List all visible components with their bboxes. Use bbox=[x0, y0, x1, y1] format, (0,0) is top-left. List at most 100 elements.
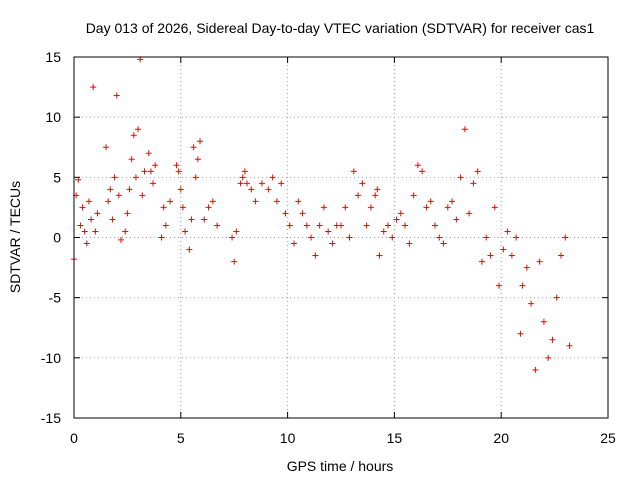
data-point bbox=[478, 258, 485, 265]
data-point bbox=[177, 186, 184, 193]
data-point bbox=[173, 162, 180, 169]
data-point bbox=[175, 168, 182, 175]
data-point bbox=[466, 210, 473, 217]
data-point bbox=[188, 216, 195, 223]
data-point bbox=[553, 294, 560, 301]
y-tick-label: 10 bbox=[45, 109, 61, 125]
data-point bbox=[440, 240, 447, 247]
data-point bbox=[558, 252, 565, 259]
y-tick-label: -5 bbox=[49, 290, 62, 306]
data-point bbox=[239, 174, 246, 181]
data-point bbox=[402, 222, 409, 229]
data-point bbox=[325, 228, 332, 235]
y-tick-label: -10 bbox=[41, 350, 61, 366]
data-point bbox=[201, 216, 208, 223]
data-point bbox=[182, 228, 189, 235]
data-point bbox=[346, 234, 353, 241]
data-point bbox=[147, 168, 154, 175]
y-tick-label: 15 bbox=[45, 49, 61, 65]
data-point bbox=[192, 174, 199, 181]
data-point bbox=[350, 168, 357, 175]
data-point bbox=[427, 198, 434, 205]
x-tick-label: 25 bbox=[600, 430, 616, 446]
data-point bbox=[124, 210, 131, 217]
data-point bbox=[244, 180, 251, 187]
data-point bbox=[229, 234, 236, 241]
data-point bbox=[111, 174, 118, 181]
y-axis-label: SDTVAR / TECUs bbox=[7, 181, 23, 293]
data-point bbox=[303, 222, 310, 229]
data-point bbox=[436, 234, 443, 241]
data-point bbox=[132, 174, 139, 181]
data-point bbox=[197, 138, 204, 145]
data-point bbox=[282, 210, 289, 217]
chart-title: Day 013 of 2026, Sidereal Day-to-day VTE… bbox=[86, 20, 595, 36]
data-point bbox=[258, 180, 265, 187]
data-point bbox=[214, 222, 221, 229]
data-point bbox=[291, 240, 298, 247]
data-point bbox=[103, 144, 110, 151]
data-point bbox=[363, 222, 370, 229]
data-point bbox=[241, 168, 248, 175]
data-point bbox=[367, 204, 374, 211]
data-point bbox=[449, 198, 456, 205]
data-point bbox=[470, 180, 477, 187]
data-point bbox=[205, 204, 212, 211]
data-point bbox=[83, 240, 90, 247]
data-point bbox=[513, 234, 520, 241]
x-tick-label: 10 bbox=[280, 430, 296, 446]
data-point bbox=[190, 144, 197, 151]
data-point bbox=[397, 210, 404, 217]
data-point bbox=[115, 192, 122, 199]
data-point bbox=[491, 204, 498, 211]
y-tick-label: -15 bbox=[41, 410, 61, 426]
data-point bbox=[94, 210, 101, 217]
data-point bbox=[536, 258, 543, 265]
data-point bbox=[162, 222, 169, 229]
data-point bbox=[410, 192, 417, 199]
data-point bbox=[519, 282, 526, 289]
data-point bbox=[105, 198, 112, 205]
data-point bbox=[139, 192, 146, 199]
data-point bbox=[194, 156, 201, 163]
data-point bbox=[122, 228, 129, 235]
data-point bbox=[508, 252, 515, 259]
data-point bbox=[265, 186, 272, 193]
data-point bbox=[152, 162, 159, 169]
data-point bbox=[252, 198, 259, 205]
data-point bbox=[359, 180, 366, 187]
data-point bbox=[295, 198, 302, 205]
data-point bbox=[461, 126, 468, 133]
data-point bbox=[113, 92, 120, 99]
y-tick-label: 0 bbox=[53, 230, 61, 246]
data-point bbox=[532, 366, 539, 373]
data-point bbox=[179, 204, 186, 211]
data-point bbox=[500, 246, 507, 253]
data-point bbox=[81, 228, 88, 235]
data-point bbox=[444, 204, 451, 211]
data-point bbox=[487, 252, 494, 259]
points-layer bbox=[71, 56, 573, 373]
data-point bbox=[374, 186, 381, 193]
data-point bbox=[233, 228, 240, 235]
data-point bbox=[329, 240, 336, 247]
data-point bbox=[496, 282, 503, 289]
data-point bbox=[231, 258, 238, 265]
data-point bbox=[312, 252, 319, 259]
y-tick-label: 5 bbox=[53, 169, 61, 185]
data-point bbox=[286, 222, 293, 229]
data-point bbox=[92, 228, 99, 235]
data-point bbox=[545, 354, 552, 361]
data-point bbox=[384, 222, 391, 229]
data-point bbox=[299, 210, 306, 217]
data-point bbox=[372, 192, 379, 199]
data-point bbox=[474, 168, 481, 175]
data-point bbox=[135, 126, 142, 133]
data-point bbox=[566, 342, 573, 349]
data-point bbox=[150, 180, 157, 187]
data-point bbox=[453, 216, 460, 223]
data-point bbox=[549, 336, 556, 343]
